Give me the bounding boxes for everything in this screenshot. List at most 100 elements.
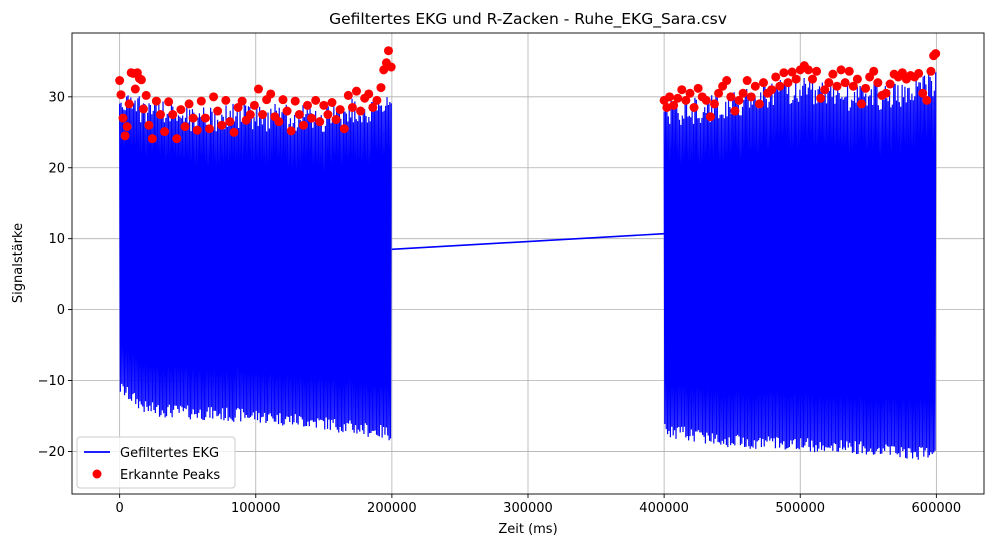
- x-tick-label: 600000: [912, 501, 962, 516]
- x-tick-label: 200000: [367, 501, 417, 516]
- peak-marker: [176, 105, 186, 115]
- peak-marker: [803, 65, 813, 75]
- peak-marker: [783, 78, 793, 88]
- peak-marker: [816, 93, 826, 103]
- peak-marker: [266, 89, 276, 99]
- peak-marker: [172, 134, 182, 144]
- peak-marker: [213, 106, 223, 116]
- peak-marker: [124, 99, 134, 109]
- peak-marker: [136, 75, 146, 85]
- peak-marker: [286, 126, 296, 136]
- peak-marker: [245, 110, 255, 120]
- peak-marker: [282, 106, 292, 116]
- peak-marker: [730, 106, 740, 116]
- peak-marker: [665, 92, 675, 102]
- peak-marker: [931, 49, 941, 59]
- peak-marker: [746, 92, 756, 102]
- peak-marker: [376, 83, 386, 93]
- peak-marker: [115, 76, 125, 86]
- peak-marker: [311, 95, 321, 105]
- peak-marker: [351, 86, 361, 96]
- peak-marker: [734, 95, 744, 105]
- peak-marker: [885, 79, 895, 89]
- ticks: 0 100000 200000 300000 400000 500000 600000 −20…: [38, 90, 962, 516]
- y-tick-label: 10: [48, 232, 65, 247]
- data-layer: [115, 46, 941, 460]
- peak-marker: [180, 122, 190, 132]
- peak-marker: [820, 85, 830, 95]
- peak-marker: [856, 99, 866, 109]
- peak-marker: [869, 66, 879, 76]
- peak-marker: [196, 96, 206, 106]
- peak-marker: [852, 74, 862, 84]
- peak-marker: [873, 78, 883, 88]
- peak-marker: [120, 131, 130, 141]
- peak-marker: [233, 102, 243, 112]
- peak-marker: [229, 127, 239, 137]
- peak-marker: [290, 96, 300, 106]
- peak-marker: [274, 117, 284, 127]
- x-tick-label: 0: [116, 501, 124, 516]
- peak-marker: [319, 100, 329, 110]
- peak-marker: [339, 124, 349, 134]
- peak-marker: [861, 83, 871, 93]
- peak-marker: [742, 76, 752, 86]
- peak-marker: [258, 110, 268, 120]
- peak-marker: [767, 85, 777, 95]
- ekg-signal-gap-line: [391, 232, 665, 251]
- peak-marker: [779, 68, 789, 78]
- legend-label-peaks: Erkannte Peaks: [120, 468, 220, 483]
- peak-marker: [298, 120, 308, 130]
- peak-marker: [147, 134, 157, 144]
- peak-marker: [368, 102, 378, 112]
- peak-marker: [343, 90, 353, 100]
- peak-marker: [221, 95, 231, 105]
- peak-marker: [701, 95, 711, 105]
- peak-marker: [386, 62, 396, 72]
- y-tick-label: 30: [48, 90, 65, 105]
- peak-marker: [294, 110, 304, 120]
- peak-marker: [347, 102, 357, 112]
- peak-marker: [677, 85, 687, 95]
- legend-marker-swatch: [92, 469, 102, 479]
- peak-marker: [897, 68, 907, 78]
- peak-marker: [918, 88, 928, 98]
- legend: Gefiltertes EKG Erkannte Peaks: [76, 436, 236, 489]
- x-tick-label: 400000: [639, 501, 689, 516]
- x-tick-label: 300000: [503, 501, 553, 516]
- peak-marker: [669, 100, 679, 110]
- y-tick-label: −20: [38, 445, 65, 460]
- peak-marker: [709, 99, 719, 109]
- peak-marker: [771, 72, 781, 82]
- peak-marker: [168, 110, 178, 120]
- peak-marker: [836, 65, 846, 75]
- peak-marker: [364, 89, 374, 99]
- peak-marker: [758, 78, 768, 88]
- peak-marker: [714, 88, 724, 98]
- peak-marker: [315, 117, 325, 127]
- peak-marker: [204, 124, 214, 134]
- peak-marker: [164, 97, 174, 107]
- peak-marker: [775, 81, 785, 91]
- peak-marker: [144, 120, 154, 130]
- peak-marker: [200, 113, 210, 123]
- peak-marker: [160, 127, 170, 137]
- peak-marker: [673, 93, 683, 103]
- peak-marker: [662, 102, 672, 112]
- peak-marker: [130, 84, 140, 94]
- peak-marker: [926, 66, 936, 76]
- peak-marker: [253, 84, 263, 94]
- peak-marker: [693, 83, 703, 93]
- peak-marker: [844, 66, 854, 76]
- peak-marker: [331, 115, 341, 125]
- peak-marker: [848, 81, 858, 91]
- peak-marker: [824, 78, 834, 88]
- peak-marker: [705, 112, 715, 122]
- peak-marker: [738, 88, 748, 98]
- peak-marker: [278, 95, 288, 105]
- peak-marker: [787, 67, 797, 77]
- peak-marker: [383, 46, 393, 56]
- chart-title: Gefiltertes EKG und R-Zacken - Ruhe_EKG_…: [329, 10, 727, 29]
- peak-marker: [217, 120, 227, 130]
